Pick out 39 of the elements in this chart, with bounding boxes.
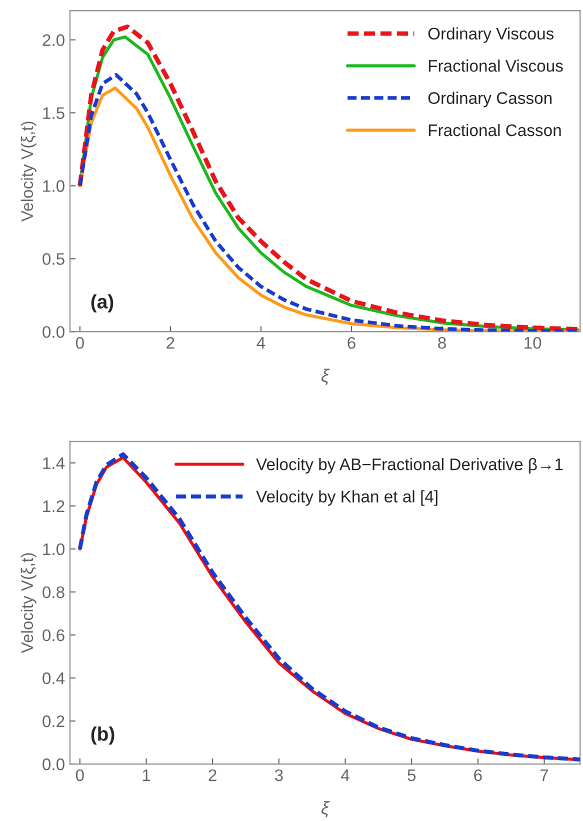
y-tick-label: 1.5 xyxy=(43,107,64,120)
x-axis-title: ξ xyxy=(321,368,330,386)
y-tick-label: 0.0 xyxy=(42,758,64,770)
x-tick-label: 10 xyxy=(524,336,542,349)
legend-label: Velocity by AB−Fractional Derivative β→1 xyxy=(256,458,563,474)
x-tick-label: 6 xyxy=(474,769,482,782)
x-tick-label: 2 xyxy=(208,769,216,781)
y-tick-label: 1.2 xyxy=(43,500,64,512)
y-tick-label: 1.0 xyxy=(43,180,64,192)
x-tick-label: 1 xyxy=(142,769,150,781)
y-axis-title: Velocity V(ξ,t) xyxy=(20,122,36,222)
legend-label: Velocity by Khan et al [4] xyxy=(256,490,438,506)
x-tick-label: 6 xyxy=(348,336,356,349)
y-tick-label: 0.5 xyxy=(42,253,64,265)
legend-label: Fractional Casson xyxy=(428,124,561,136)
x-tick-label: 5 xyxy=(408,769,416,782)
annotation: (a) xyxy=(91,294,114,312)
x-tick-label: 4 xyxy=(256,337,266,349)
y-axis-title: Velocity V(ξ,t) xyxy=(20,553,36,654)
y-tick-label: 0.0 xyxy=(42,326,64,338)
y-tick-label: 1.4 xyxy=(43,457,65,469)
annotation: (b) xyxy=(91,726,114,745)
y-tick-label: 2.0 xyxy=(42,34,64,46)
y-tick-label: 0.2 xyxy=(42,715,64,728)
legend-label: Ordinary Casson xyxy=(428,92,552,108)
x-axis-title: ξ xyxy=(321,801,330,818)
y-tick-label: 0.8 xyxy=(42,586,64,598)
x-tick-label: 0 xyxy=(76,769,84,782)
x-tick-label: 3 xyxy=(274,769,283,782)
x-tick-label: 8 xyxy=(438,336,446,349)
x-tick-label: 7 xyxy=(540,769,548,781)
x-tick-label: 4 xyxy=(341,769,350,781)
y-tick-label: 1.0 xyxy=(43,543,64,556)
y-tick-label: 0.6 xyxy=(42,629,64,642)
y-tick-label: 0.4 xyxy=(42,672,65,684)
legend-label: Fractional Viscous xyxy=(428,60,563,72)
legend-label: Ordinary Viscous xyxy=(428,27,554,43)
x-tick-label: 0 xyxy=(76,336,84,349)
x-tick-label: 2 xyxy=(166,336,174,349)
